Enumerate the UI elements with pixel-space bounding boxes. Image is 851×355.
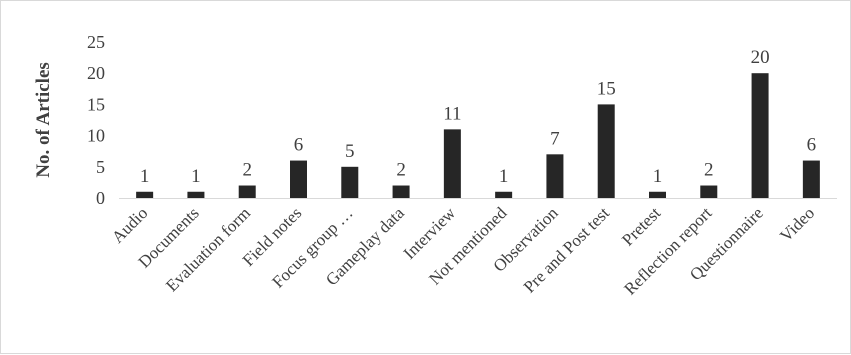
bar [238,185,256,198]
y-axis-ticks: 0 5 10 15 20 25 [87,32,105,208]
bar [597,104,615,198]
data-label: 2 [704,160,714,181]
bar [443,129,461,198]
data-label: 7 [550,128,560,149]
x-tick-label: Audio [108,203,151,246]
y-tick-label: 0 [96,188,105,208]
y-tick-label: 15 [87,94,105,114]
y-tick-label: 5 [96,157,105,177]
bar [700,185,718,198]
bar [751,73,769,198]
y-tick-label: 10 [87,126,105,146]
y-tick-label: 25 [87,32,105,52]
bar [136,191,154,198]
x-tick-label: Video [776,203,818,245]
y-axis-title: No. of Articles [33,62,54,178]
data-label: 2 [396,160,406,181]
data-label: 6 [807,135,817,156]
data-label: 20 [751,47,770,68]
y-tick-label: 20 [87,63,105,83]
x-tick-label: Reflection report [620,203,715,298]
bar [392,185,410,198]
data-label: 15 [597,78,616,99]
data-label: 2 [242,160,252,181]
x-tick-label: Pretest [618,203,664,249]
data-label: 1 [653,166,663,187]
bar [649,191,666,198]
data-label: 1 [191,166,201,187]
bar [341,166,359,198]
bar [187,191,205,198]
data-label: 11 [443,103,461,124]
bar [802,160,820,198]
bar [290,160,307,198]
bars [136,73,820,198]
data-label: 1 [499,166,509,187]
bar [495,191,513,198]
data-label: 1 [140,166,150,187]
data-label: 5 [345,141,355,162]
bar [546,154,564,198]
data-label: 6 [294,135,304,156]
